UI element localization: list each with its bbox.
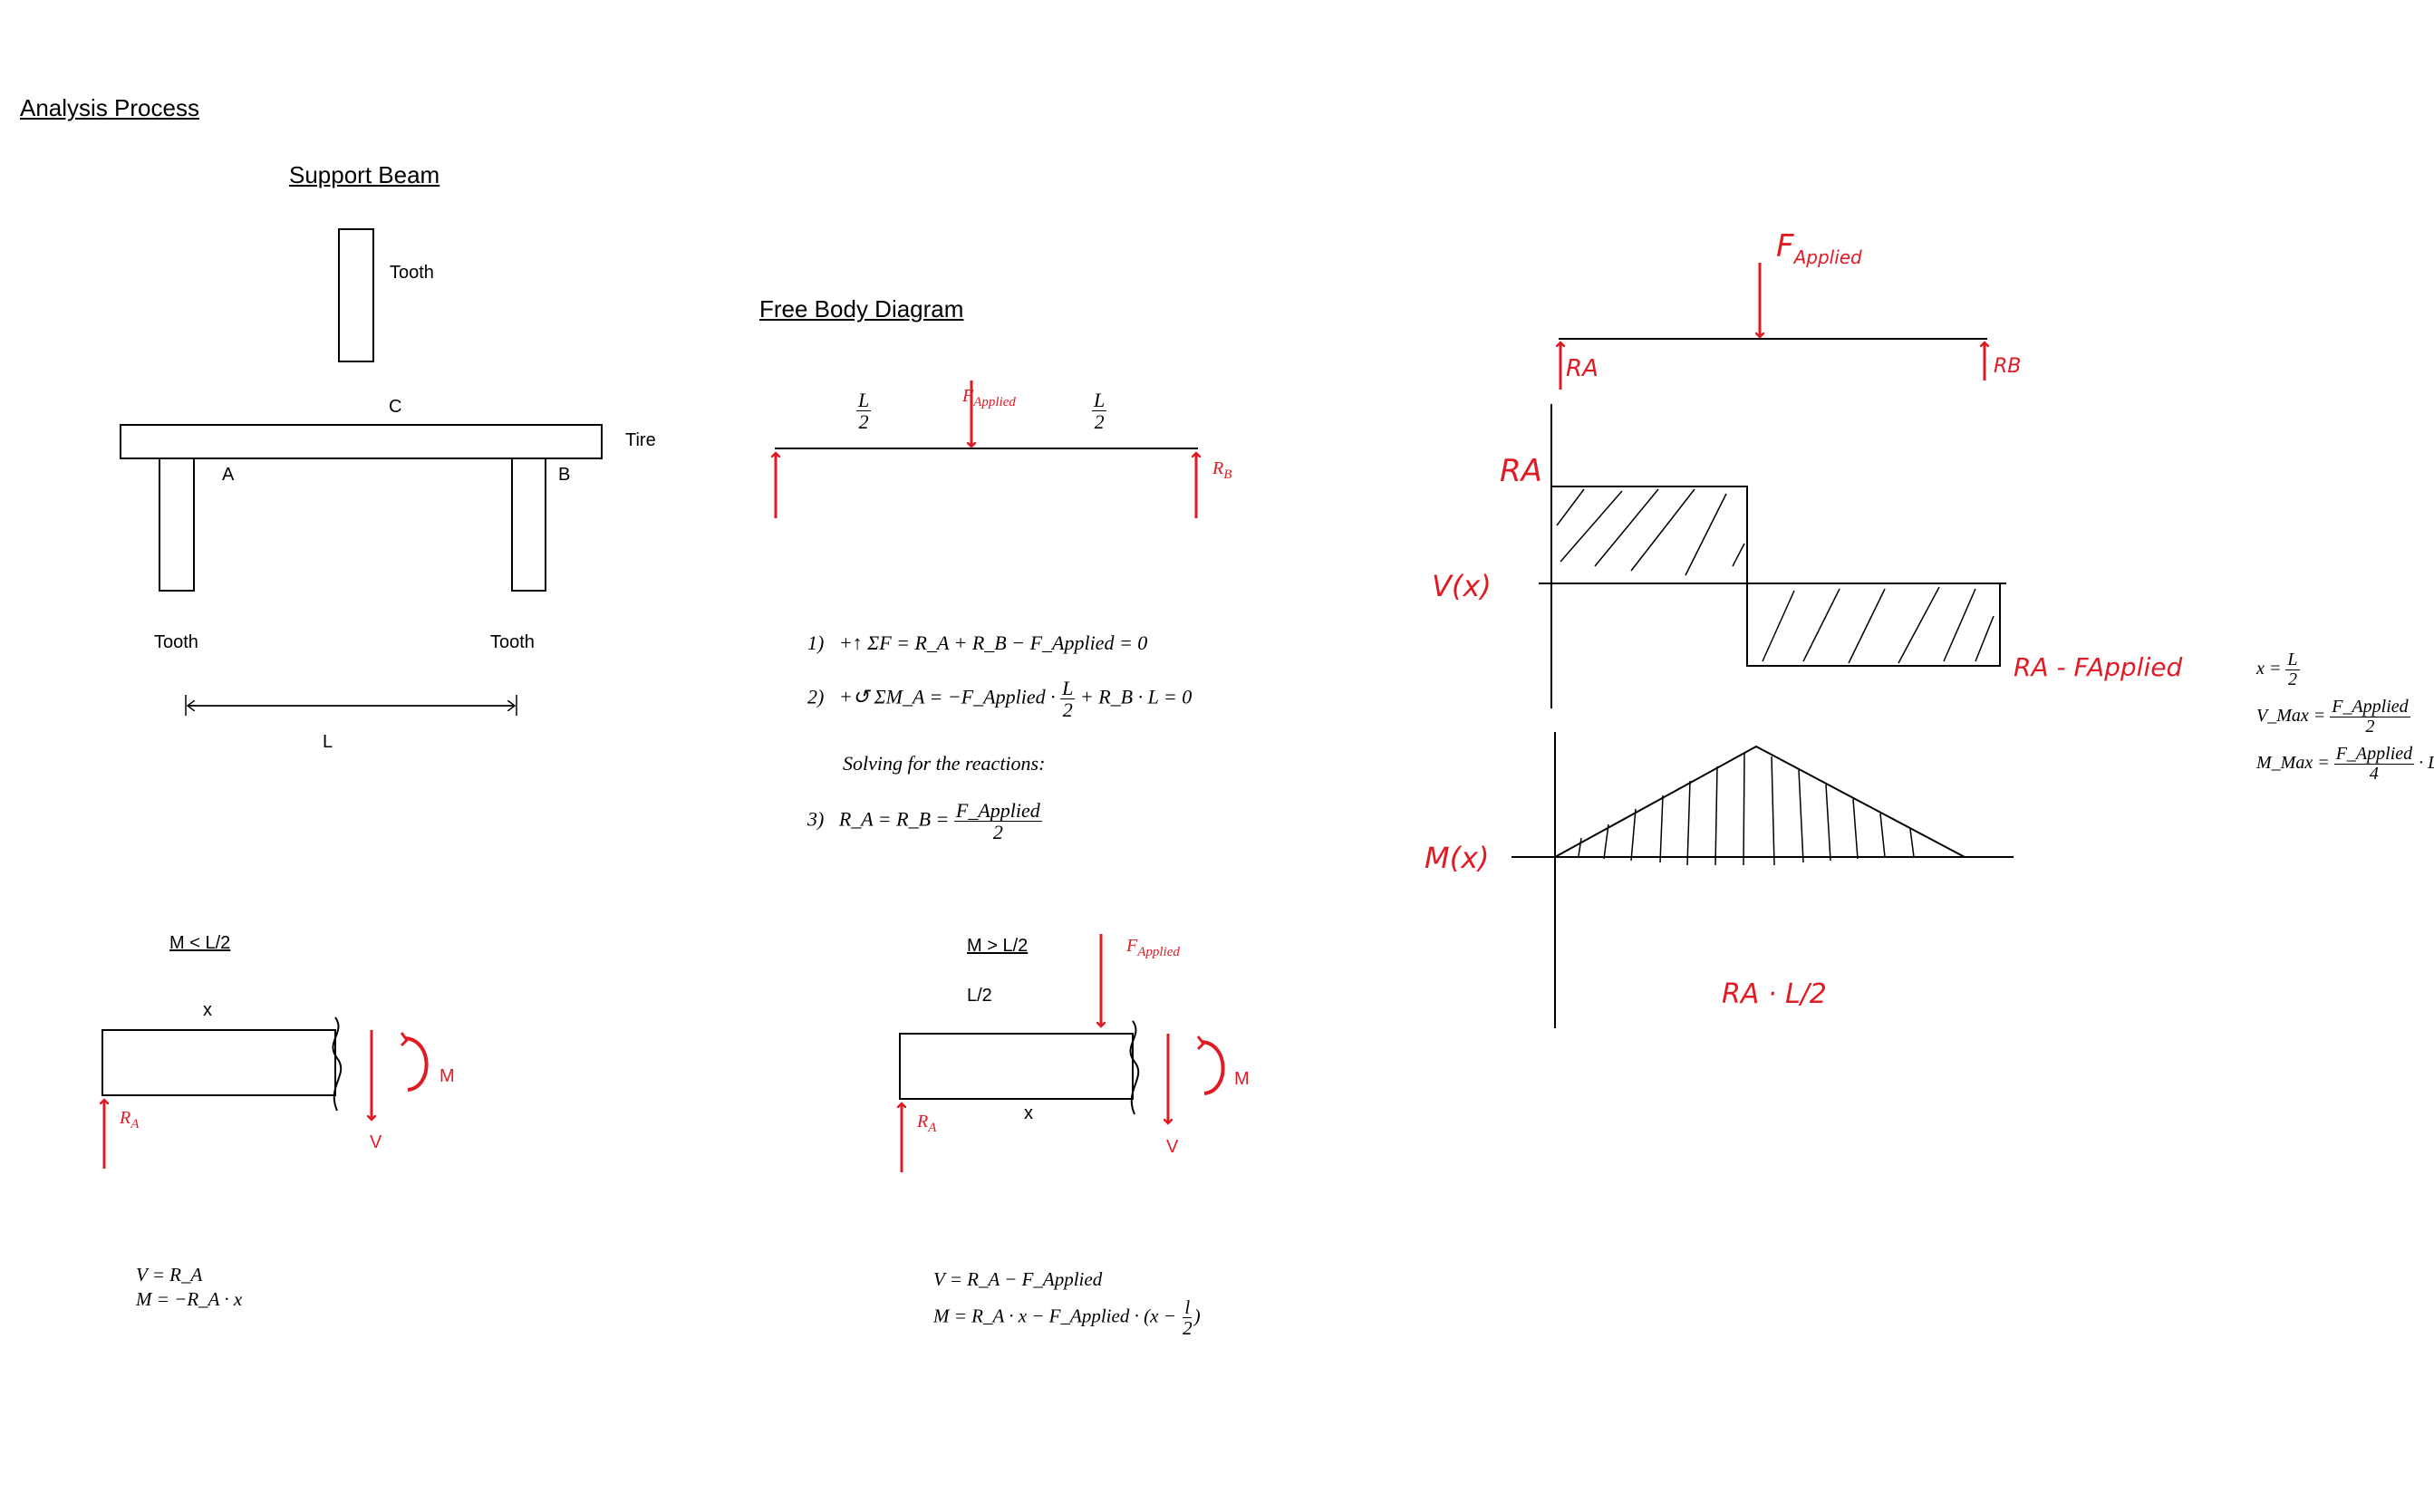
fbd-diagram	[775, 380, 1198, 518]
equation-3: 3) R_A = R_B = F_Applied 2	[807, 799, 1042, 844]
sketch-ra-top: RA	[1566, 355, 1599, 382]
fbd-force-label: FApplied	[962, 386, 1016, 409]
moment-diagram	[1512, 732, 2014, 1028]
tooth-top-label: Tooth	[390, 263, 434, 283]
section-left-eq-m: M = −R_A · x	[136, 1288, 243, 1310]
section-left-eq-v: V = R_A	[136, 1264, 203, 1286]
shear-diagram	[1539, 404, 2006, 708]
section-left-diagram	[102, 1016, 429, 1169]
section-left-v: V	[370, 1132, 382, 1152]
shear-ra-label: RA	[1500, 453, 1542, 489]
solving-note: Solving for the reactions:	[843, 752, 1046, 775]
section-left-heading: M < L/2	[169, 933, 231, 953]
moment-max-label: RA · L/2	[1722, 978, 1827, 1010]
tooth-left-label: Tooth	[154, 632, 198, 652]
length-label: L	[323, 732, 333, 752]
moment-axis-label: M(x)	[1425, 841, 1490, 875]
section-left-m: M	[439, 1066, 455, 1086]
tooth-right-label: Tooth	[490, 632, 535, 652]
sketch-force-label: FApplied	[1776, 228, 1862, 268]
section-right-diagram	[900, 934, 1225, 1172]
tooth-left-shape	[159, 457, 195, 592]
shear-min-label: RA - FApplied	[2014, 652, 2183, 682]
section-right-force: FApplied	[1126, 936, 1180, 959]
fbd-heading: Free Body Diagram	[759, 295, 964, 323]
equation-1: 1) +↑ ΣF = R_A + R_B − F_Applied = 0	[807, 631, 1148, 654]
shear-axis-label: V(x)	[1432, 569, 1492, 603]
tooth-top-shape	[338, 228, 374, 362]
support-beam-heading: Support Beam	[289, 161, 440, 188]
point-c-label: C	[389, 397, 402, 417]
section-right-ra: RA	[917, 1112, 937, 1135]
sketch-rb-top: RB	[1994, 355, 2022, 378]
fbd-rb-label: RB	[1212, 458, 1232, 482]
tooth-right-shape	[511, 457, 546, 592]
point-a-label: A	[222, 465, 235, 485]
section-right-heading: M > L/2	[967, 936, 1029, 956]
section-right-eq-m: M = R_A · x − F_Applied · (x − l 2)	[933, 1296, 1201, 1340]
section-right-x: x	[1024, 1103, 1033, 1123]
tire-label: Tire	[625, 430, 656, 450]
section-left-ra: RA	[120, 1108, 140, 1132]
section-right-m: M	[1234, 1069, 1250, 1089]
section-right-eq-v: V = R_A − F_Applied	[933, 1268, 1103, 1290]
support-beam-diagram	[120, 228, 603, 592]
point-b-label: B	[558, 465, 571, 485]
length-dimension	[185, 695, 517, 716]
sketch-beam	[1559, 263, 1987, 390]
section-right-v: V	[1166, 1137, 1179, 1157]
section-right-half: L/2	[967, 986, 992, 1006]
page-title: Analysis Process	[20, 94, 199, 121]
result-vmax: V_Max = F_Applied 2	[2256, 697, 2410, 737]
section-left-x: x	[203, 1000, 212, 1020]
tire-beam-shape	[120, 424, 603, 459]
